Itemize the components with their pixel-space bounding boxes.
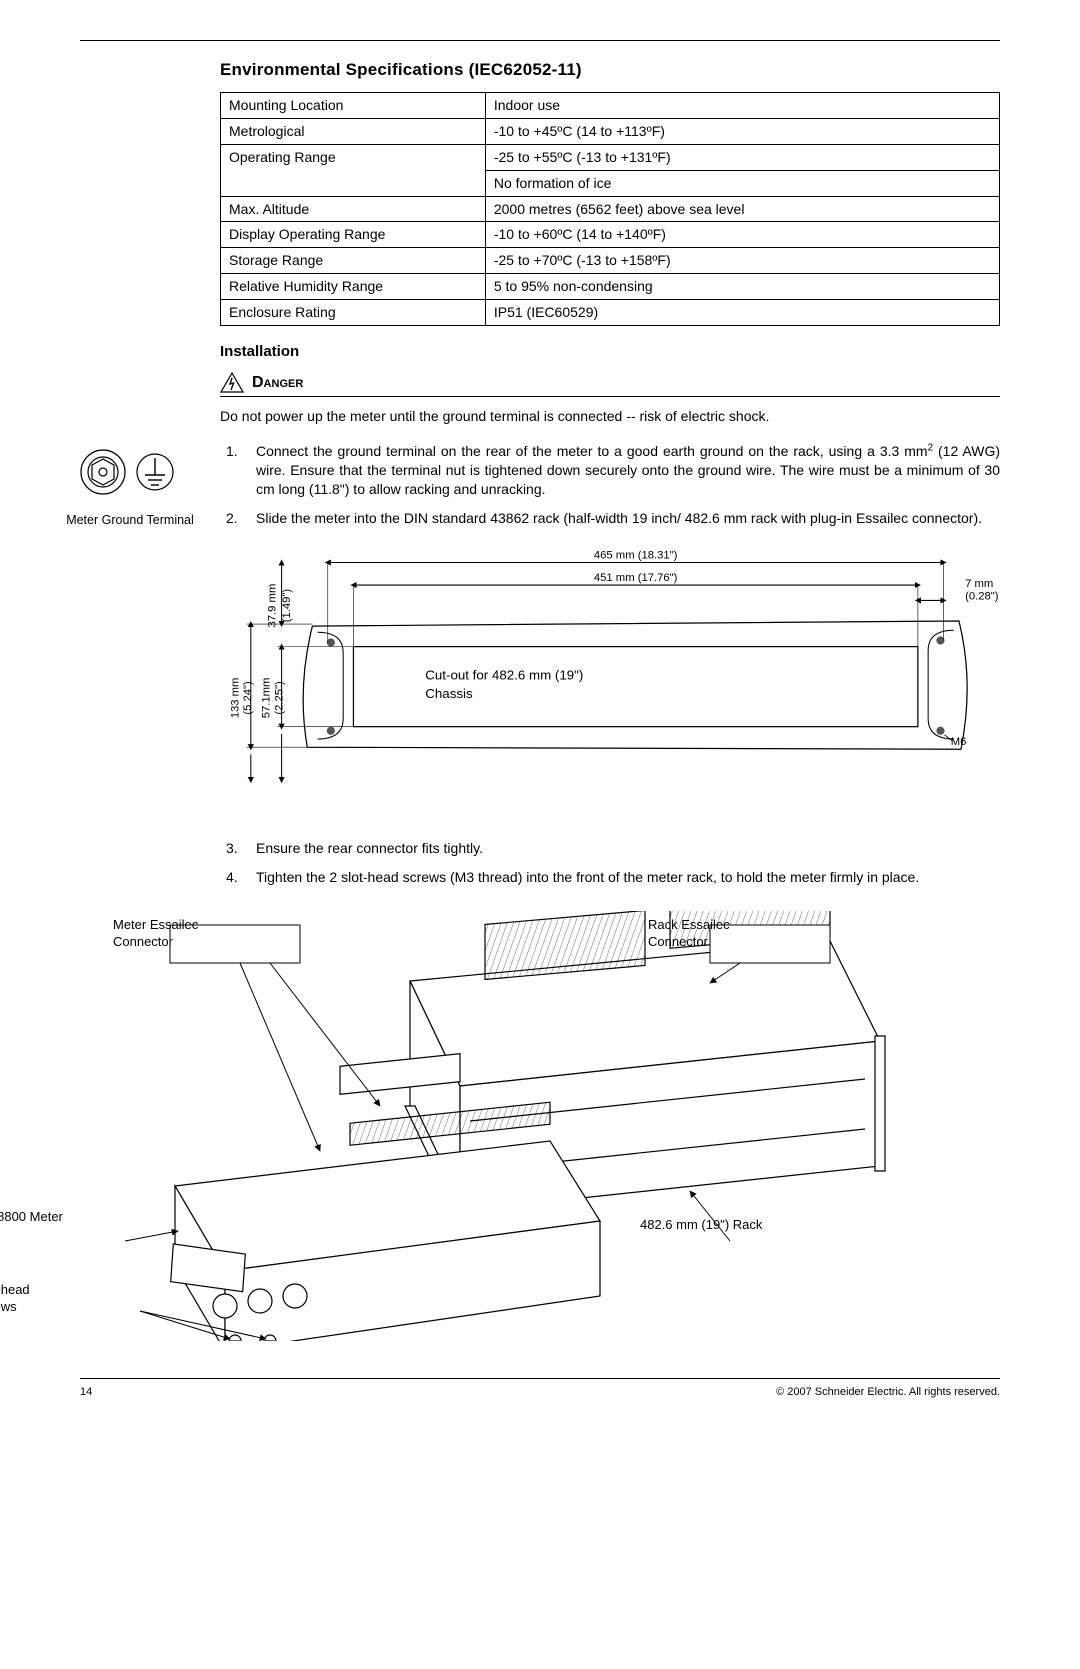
svg-text:(2.25"): (2.25"): [274, 681, 286, 715]
callout-rack-conn: Rack Essailec Connector: [648, 917, 760, 951]
callout-ion-text: ION8800 Meter: [0, 1209, 63, 1224]
heading-env-specs: Environmental Specifications (IEC62052-1…: [220, 59, 1000, 82]
svg-text:465 mm (18.31"): 465 mm (18.31"): [594, 549, 678, 561]
svg-text:Chassis: Chassis: [425, 686, 473, 701]
svg-text:(1.49"): (1.49"): [281, 588, 293, 622]
danger-icon: [220, 372, 244, 394]
svg-text:(0.28"): (0.28"): [965, 590, 999, 602]
danger-header: Danger: [220, 372, 1000, 397]
spec-label: Mounting Location: [221, 92, 486, 118]
page-number: 14: [80, 1385, 92, 1400]
svg-text:37.9 mm: 37.9 mm: [266, 583, 278, 627]
callout-ion: ION8800 Meter: [0, 1209, 74, 1226]
step-2: Slide the meter into the DIN standard 43…: [220, 509, 1000, 528]
step-1a: Connect the ground terminal on the rear …: [256, 443, 928, 459]
spec-label: Max. Altitude: [221, 196, 486, 222]
spec-label: Operating Range: [221, 144, 486, 196]
ground-caption-text: Meter Ground Terminal: [66, 513, 194, 527]
step-3: Ensure the rear connector fits tightly.: [220, 839, 1000, 858]
warning-text: Do not power up the meter until the grou…: [220, 407, 1000, 426]
spec-value: 5 to 95% non-condensing: [485, 274, 999, 300]
spec-label: Relative Humidity Range: [221, 274, 486, 300]
svg-text:M6: M6: [951, 736, 967, 748]
callout-meter-conn-text: Meter Essailec Connector: [113, 917, 198, 949]
spec-value: -10 to +60ºC (14 to +140ºF): [485, 222, 999, 248]
ground-terminal-figure: Meter Ground Terminal: [65, 442, 195, 529]
svg-text:133 mm: 133 mm: [229, 677, 241, 718]
callout-rack-conn-text: Rack Essailec Connector: [648, 917, 730, 949]
spec-table: Mounting LocationIndoor useMetrological-…: [220, 92, 1000, 326]
step-4: Tighten the 2 slot-head screws (M3 threa…: [220, 868, 1000, 887]
callout-rack: 482.6 mm (19") Rack: [640, 1217, 780, 1234]
spec-value: Indoor use: [485, 92, 999, 118]
spec-label: Enclosure Rating: [221, 300, 486, 326]
svg-text:451 mm (17.76"): 451 mm (17.76"): [594, 572, 678, 584]
ground-caption: Meter Ground Terminal: [65, 513, 195, 529]
spec-value: -10 to +45ºC (14 to +113ºF): [485, 118, 999, 144]
spec-value: -25 to +70ºC (-13 to +158ºF): [485, 248, 999, 274]
callout-rack-text: 482.6 mm (19") Rack: [640, 1217, 762, 1232]
rack-diagram: [0, 911, 1000, 1341]
spec-value: No formation of ice: [485, 170, 999, 196]
callout-screws: Slot-head Screws: [0, 1282, 74, 1316]
callout-screws-text: Slot-head Screws: [0, 1282, 30, 1314]
spec-value: -25 to +55ºC (-13 to +131ºF): [485, 144, 999, 170]
spec-label: Storage Range: [221, 248, 486, 274]
install-steps-2: Ensure the rear connector fits tightly. …: [220, 839, 1000, 887]
heading-installation: Installation: [220, 342, 1000, 362]
svg-text:57.1mm: 57.1mm: [260, 677, 272, 718]
footer: 14 © 2007 Schneider Electric. All rights…: [80, 1379, 1000, 1400]
spec-value: IP51 (IEC60529): [485, 300, 999, 326]
cutout-diagram: 465 mm (18.31") 451 mm (17.76") 7 mm (0.…: [220, 544, 1000, 811]
svg-text:Cut-out for 482.6 mm (19"): Cut-out for 482.6 mm (19"): [425, 667, 583, 682]
spec-value: 2000 metres (6562 feet) above sea level: [485, 196, 999, 222]
callout-meter-conn: Meter Essailec Connector: [113, 917, 233, 951]
svg-text:(5.24"): (5.24"): [242, 681, 254, 715]
spec-label: Display Operating Range: [221, 222, 486, 248]
svg-text:7 mm: 7 mm: [965, 578, 993, 590]
spec-label: Metrological: [221, 118, 486, 144]
rack-diagram-wrap: Meter Essailec Connector Rack Essailec C…: [0, 897, 1000, 1360]
danger-label: Danger: [252, 372, 303, 394]
install-steps: Connect the ground terminal on the rear …: [220, 442, 1000, 528]
top-rule: [80, 40, 1000, 41]
step-1: Connect the ground terminal on the rear …: [220, 442, 1000, 499]
copyright: © 2007 Schneider Electric. All rights re…: [776, 1385, 1000, 1400]
